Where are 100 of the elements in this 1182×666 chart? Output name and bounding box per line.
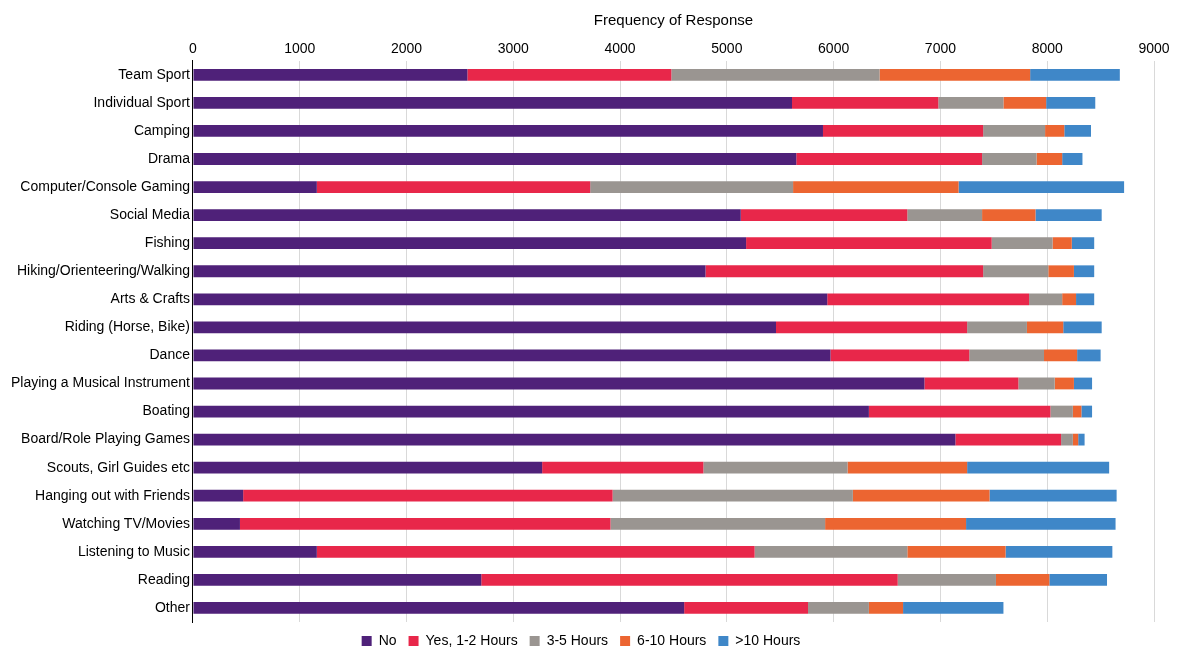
bar	[1052, 237, 1072, 250]
bar	[1076, 293, 1095, 306]
y-tick-label: Individual Sport	[93, 93, 191, 110]
bar	[1071, 237, 1095, 250]
x-tick-label: 5000	[711, 40, 743, 57]
bar	[868, 602, 904, 614]
bar	[868, 405, 1051, 418]
y-tick-label: Other	[154, 598, 191, 615]
bar	[193, 125, 823, 137]
bar	[991, 237, 1053, 250]
bar	[316, 545, 755, 558]
bar	[1062, 293, 1077, 306]
x-tick-label: 0	[189, 40, 198, 57]
bar	[1030, 68, 1120, 81]
y-tick-label: Board/Role Playing Games	[21, 430, 190, 447]
bar	[793, 181, 959, 193]
bar	[796, 153, 983, 165]
bar	[193, 321, 776, 334]
bar	[481, 574, 898, 586]
bar	[193, 574, 482, 586]
x-tick-label: 4000	[604, 40, 636, 57]
bar	[193, 489, 244, 502]
bar	[193, 153, 797, 165]
bar	[193, 293, 828, 306]
bar	[983, 125, 1046, 137]
bar	[983, 265, 1049, 278]
bar	[1081, 405, 1093, 418]
bar	[924, 377, 1019, 390]
bar	[1050, 405, 1073, 418]
x-tick-label: 2000	[390, 40, 423, 57]
bar	[1078, 433, 1085, 446]
bar	[982, 153, 1037, 165]
bar	[193, 68, 468, 81]
bar	[746, 237, 992, 250]
bar	[969, 349, 1045, 362]
y-tick-label: Hanging out with Friends	[35, 486, 190, 503]
y-tick-label: Watching TV/Movies	[62, 514, 190, 531]
bar	[243, 489, 613, 502]
bar	[1062, 153, 1083, 165]
x-tick-label: 8000	[1031, 40, 1063, 57]
bar	[897, 574, 996, 586]
x-axis-title: Frequency of Response	[593, 11, 754, 29]
bar	[1035, 209, 1102, 222]
y-tick-label: Playing a Musical Instrument	[11, 374, 191, 391]
bar	[825, 517, 967, 530]
bar	[193, 405, 869, 418]
y-tick-label: Scouts, Girl Guides etc	[46, 458, 190, 475]
bar	[1073, 377, 1093, 390]
bar	[610, 517, 826, 530]
bar	[542, 461, 704, 474]
bar	[938, 97, 1004, 109]
bar	[1045, 125, 1065, 137]
bar	[830, 349, 970, 362]
y-tick-label: Arts & Crafts	[110, 290, 190, 307]
bar	[1029, 293, 1063, 306]
y-tick-label: Listening to Music	[77, 542, 190, 559]
bar	[1048, 265, 1074, 278]
y-tick-label: Camping	[133, 121, 190, 138]
bar	[903, 602, 1004, 614]
y-tick-label: Riding (Horse, Bike)	[64, 318, 190, 335]
bar	[966, 517, 1116, 530]
bar	[1063, 321, 1102, 334]
bar	[1073, 265, 1095, 278]
bar	[792, 97, 939, 109]
bar	[193, 461, 543, 474]
y-tick-label: Reading	[137, 570, 190, 587]
bar	[1072, 433, 1079, 446]
bar	[193, 265, 706, 278]
bar	[1046, 97, 1096, 109]
bar	[1049, 574, 1108, 586]
bar	[612, 489, 853, 502]
y-tick-label: Drama	[147, 149, 191, 166]
y-tick-label: Fishing	[144, 234, 190, 251]
x-tick-label: 9000	[1138, 40, 1170, 57]
legend-label: No	[378, 631, 397, 648]
bar	[847, 461, 968, 474]
y-tick-label: Social Media	[109, 205, 191, 222]
y-tick-label: Boating	[142, 402, 190, 419]
bar	[907, 545, 1006, 558]
bar	[193, 545, 317, 558]
bar	[1003, 97, 1047, 109]
bar	[1018, 377, 1055, 390]
x-tick-label: 3000	[497, 40, 530, 57]
bar	[671, 68, 880, 81]
y-tick-label: Computer/Console Gaming	[20, 177, 190, 194]
bar	[703, 461, 848, 474]
bar	[967, 321, 1027, 334]
y-tick-label: Team Sport	[118, 65, 191, 82]
bar	[590, 181, 794, 193]
bar	[827, 293, 1030, 306]
bar	[1061, 433, 1073, 446]
bar	[982, 209, 1036, 222]
bar	[239, 517, 611, 530]
bar	[989, 489, 1117, 502]
bar	[958, 181, 1125, 193]
bar	[955, 433, 1062, 446]
bar	[193, 377, 925, 390]
bar	[316, 181, 591, 193]
bar	[193, 433, 956, 446]
bar	[193, 237, 747, 250]
